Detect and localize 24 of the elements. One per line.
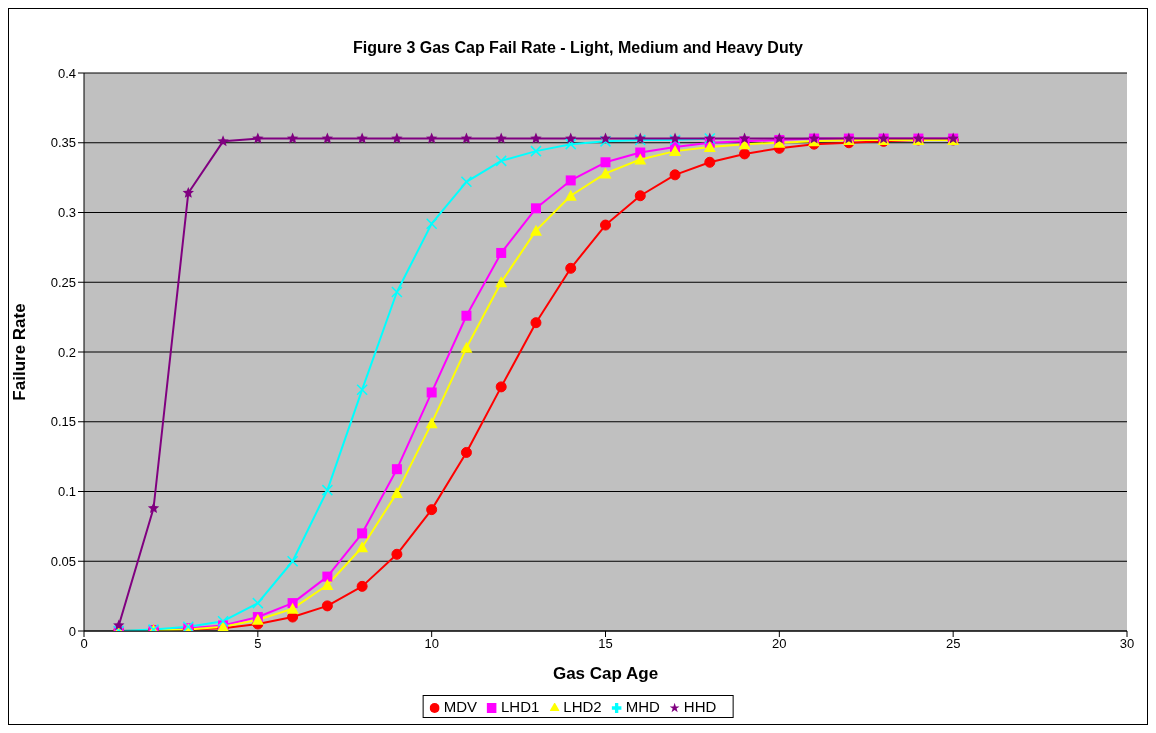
- y-tick-label: 0.1: [57, 484, 76, 500]
- x-axis-title: Gas Cap Age: [552, 664, 659, 683]
- x-tick-label: 15: [598, 636, 613, 652]
- y-tick-label: 0.3: [57, 205, 76, 221]
- legend-label: MHD: [625, 698, 660, 715]
- y-tick-label: 0.35: [50, 135, 76, 151]
- x-tick-label: 10: [424, 636, 439, 652]
- x-tick-label: 30: [1119, 636, 1135, 652]
- y-tick-label: 0: [68, 623, 76, 639]
- x-tick-label: 20: [772, 636, 787, 652]
- x-tick-label: 5: [254, 636, 262, 652]
- chart-title: Figure 3 Gas Cap Fail Rate - Light, Medium and Heavy Duty: [353, 39, 803, 56]
- legend-label: LHD1: [500, 698, 540, 715]
- y-tick-label: 0.05: [50, 553, 76, 569]
- y-tick-label: 0.4: [57, 65, 76, 81]
- y-tick-label: 0.15: [50, 414, 76, 430]
- x-tick-label: 0: [80, 636, 88, 652]
- y-axis-title: Failure Rate: [10, 303, 30, 401]
- legend-label: LHD2: [563, 698, 602, 715]
- y-tick-label: 0.2: [57, 344, 76, 360]
- x-tick-label: 25: [945, 636, 961, 652]
- legend-label: HHD: [683, 698, 717, 715]
- legend-label: MDV: [443, 698, 477, 715]
- y-tick-label: 0.25: [50, 274, 76, 290]
